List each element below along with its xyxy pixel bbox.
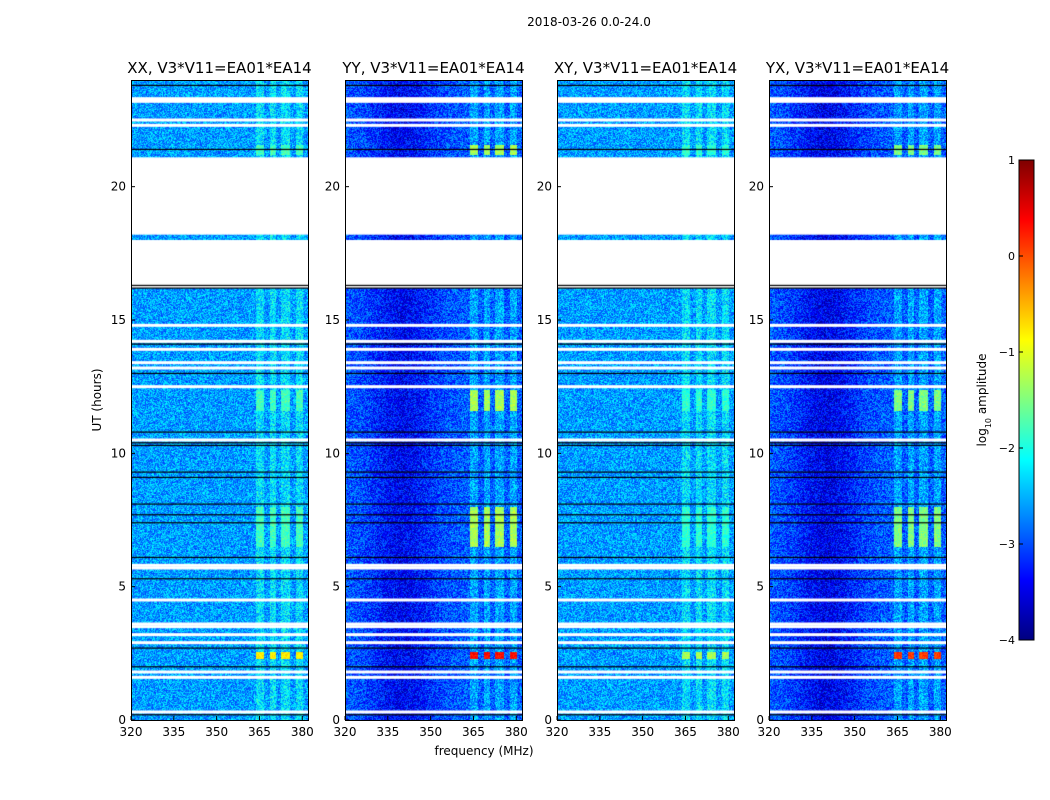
heatmap-image [345, 80, 522, 720]
x-tick-label: 365 [248, 725, 271, 739]
panel-title: YY, V3*V11=EA01*EA14 [341, 59, 524, 77]
y-tick-label: 5 [118, 580, 126, 594]
colorbar-tick-label: −2 [999, 442, 1015, 455]
x-tick-label: 380 [291, 725, 314, 739]
panels: XX, V3*V11=EA01*EA14 320 335 350 365 380 0 5 10 1… [111, 59, 952, 739]
y-tick-label: 20 [749, 180, 764, 194]
y-axis-label: UT (hours) [90, 368, 104, 431]
colorbar-label: log10 amplitude [975, 354, 993, 447]
x-tick-label: 335 [588, 725, 611, 739]
panel-title: XX, V3*V11=EA01*EA14 [127, 59, 311, 77]
panel-3: XY, V3*V11=EA01*EA14 320 335 350 365 380 0 5 10 1… [537, 59, 740, 739]
y-tick-label: 5 [544, 580, 552, 594]
figure-suptitle: 2018-03-26 0.0-24.0 [527, 15, 651, 29]
heatmap-image [557, 80, 734, 720]
y-tick-label: 20 [325, 180, 340, 194]
x-tick-label: 335 [162, 725, 185, 739]
x-tick-label: 365 [886, 725, 909, 739]
x-tick-label: 350 [631, 725, 654, 739]
y-tick-label: 10 [537, 446, 552, 460]
colorbar-tick-label: 0 [1008, 250, 1015, 263]
x-tick-label: 320 [334, 725, 357, 739]
heatmap-image [769, 80, 946, 720]
y-tick-label: 20 [537, 180, 552, 194]
x-tick-label: 365 [674, 725, 697, 739]
panel-1: XX, V3*V11=EA01*EA14 320 335 350 365 380 0 5 10 1… [111, 59, 314, 739]
y-tick-label: 15 [537, 313, 552, 327]
colorbar-tick-label: −3 [999, 538, 1015, 551]
x-axis-label: frequency (MHz) [434, 744, 533, 758]
colorbar-gradient [1018, 159, 1035, 641]
x-tick-label: 335 [800, 725, 823, 739]
y-tick-label: 20 [111, 180, 126, 194]
x-tick-label: 380 [929, 725, 952, 739]
panel-frame [557, 80, 735, 721]
x-tick-label: 350 [419, 725, 442, 739]
panel-title: YX, V3*V11=EA01*EA14 [765, 59, 949, 77]
y-tick-label: 15 [111, 313, 126, 327]
colorbar: 1 0 −1 −2 −3 −4 log10 amplitude [975, 154, 1035, 647]
x-tick-label: 380 [717, 725, 740, 739]
y-tick-label: 15 [325, 313, 340, 327]
y-tick-label: 15 [749, 313, 764, 327]
panel-frame [345, 80, 523, 721]
colorbar-tick-label: −1 [999, 346, 1015, 359]
panel-frame [769, 80, 947, 721]
x-tick-label: 365 [462, 725, 485, 739]
y-tick-label: 10 [111, 446, 126, 460]
panel-2: YY, V3*V11=EA01*EA14 320 335 350 365 380 0 5 10 1… [325, 59, 528, 739]
panel-4: YX, V3*V11=EA01*EA14 320 335 350 365 380 0 5 10 1… [749, 59, 952, 739]
colorbar-tick-label: 1 [1008, 154, 1015, 167]
x-tick-label: 380 [505, 725, 528, 739]
panel-frame [131, 80, 309, 721]
x-tick-label: 320 [758, 725, 781, 739]
y-tick-label: 0 [756, 713, 764, 727]
y-tick-label: 0 [332, 713, 340, 727]
y-tick-label: 5 [332, 580, 340, 594]
x-tick-label: 335 [376, 725, 399, 739]
y-tick-label: 10 [749, 446, 764, 460]
y-tick-label: 10 [325, 446, 340, 460]
heatmap-image [131, 80, 308, 720]
x-tick-label: 320 [120, 725, 143, 739]
x-tick-label: 320 [546, 725, 569, 739]
y-tick-label: 0 [544, 713, 552, 727]
colorbar-tick-label: −4 [999, 634, 1015, 647]
y-tick-label: 5 [756, 580, 764, 594]
x-tick-label: 350 [843, 725, 866, 739]
x-tick-label: 350 [205, 725, 228, 739]
panel-title: XY, V3*V11=EA01*EA14 [554, 59, 737, 77]
y-tick-label: 0 [118, 713, 126, 727]
